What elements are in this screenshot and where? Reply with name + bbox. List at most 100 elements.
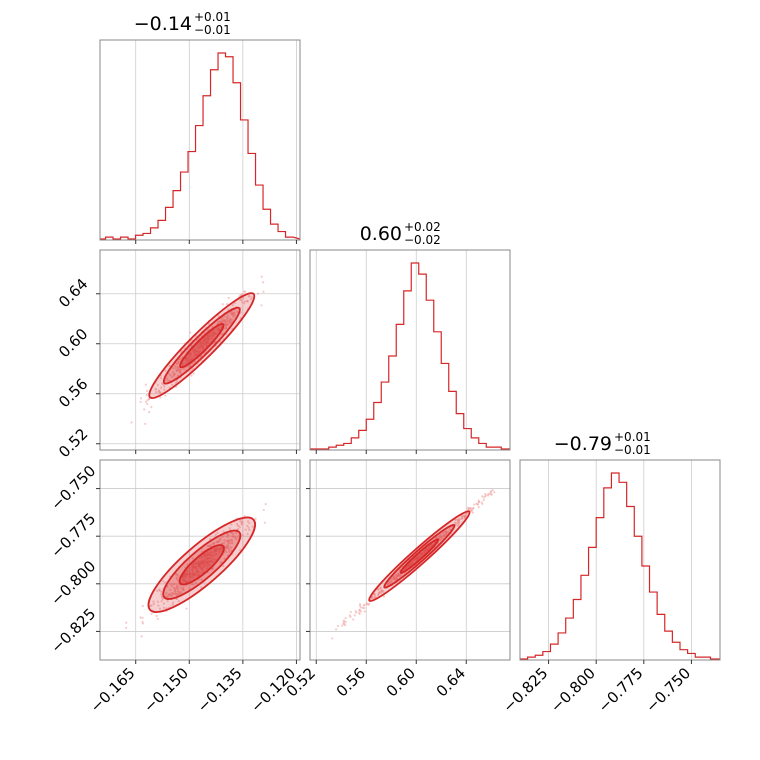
panel-p1-vs-p3-point: [254, 517, 257, 520]
panel-p1-vs-p3-point: [125, 621, 128, 624]
panel-p2-vs-p3-point: [394, 573, 398, 577]
panel-p1-vs-p3-point: [235, 531, 238, 534]
panel-p1-vs-p3-point: [171, 592, 174, 595]
panel-p1-vs-p2-contour-1: [148, 292, 256, 399]
panel-p1-vs-p3-point: [192, 583, 195, 586]
panel-p1-vs-p3-point: [210, 543, 213, 546]
panel-p1-vs-p3-point: [223, 539, 226, 542]
panel-p1-vs-p2-point: [187, 356, 190, 359]
panel-p1-vs-p2-point: [192, 372, 195, 375]
panel-p1-vs-p2-point: [242, 296, 245, 299]
panel-p1-vs-p3-point: [176, 577, 179, 581]
panel-p1-vs-p3-point: [235, 537, 238, 541]
panel-p1-vs-p2-point: [260, 304, 263, 307]
panel-p2-vs-p3-xtick-label-3: 0.64: [433, 664, 469, 700]
panel-p1-vs-p2-point: [185, 359, 188, 362]
panel-p2-vs-p3-point: [426, 548, 429, 552]
hist-p3-title-median: −0.79: [554, 433, 612, 455]
panel-p2-vs-p3-point: [417, 554, 420, 557]
panel-p1-vs-p3-point: [216, 531, 219, 534]
panel-p1-vs-p3-point: [248, 521, 251, 525]
panel-p1-vs-p2-point: [260, 275, 263, 278]
panel-p1-vs-p3-point: [222, 530, 225, 533]
panel-p1-vs-p3-point: [213, 558, 216, 562]
panel-p1-vs-p2-point: [262, 290, 265, 293]
panel-p1-vs-p3-point: [192, 573, 195, 577]
panel-p1-vs-p3-point: [141, 604, 144, 608]
panel-p2-vs-p3-point: [416, 556, 419, 560]
panel-p1-vs-p3-point: [183, 579, 187, 582]
panel-p1-vs-p3-point: [174, 592, 177, 595]
panel-p1-vs-p3-point: [176, 573, 179, 577]
panel-p1-vs-p3-point: [205, 567, 208, 570]
panel-p1-vs-p2-point: [227, 316, 230, 319]
panel-p1-vs-p3-point: [165, 592, 168, 595]
panel-p1-vs-p2-point: [198, 350, 201, 354]
panel-p1-vs-p2-point: [202, 338, 205, 341]
panel-p1-vs-p2-point: [190, 339, 194, 342]
panel-p1-vs-p2-point: [236, 310, 239, 314]
panel-p1-vs-p3-point: [197, 560, 201, 563]
panel-p2-vs-p3-point: [429, 546, 432, 549]
panel-p1-vs-p3-point: [240, 520, 243, 524]
panel-p1-vs-p3-point: [202, 564, 205, 567]
panel-p1-vs-p3-point: [209, 551, 213, 554]
panel-p1-vs-p3-point: [247, 526, 250, 530]
panel-p1-vs-p2-point: [226, 308, 230, 311]
panel-p1-vs-p2-point: [188, 352, 191, 355]
panel-p1-vs-p3-point: [221, 542, 224, 545]
panel-p1-vs-p3-point: [160, 593, 163, 596]
panel-p1-vs-p2-point: [225, 316, 228, 319]
panel-p1-vs-p2-point: [221, 318, 224, 322]
panel-p2-vs-p3-point: [443, 535, 446, 538]
panel-p1-vs-p2-point: [243, 290, 246, 293]
panel-p1-vs-p3-point: [191, 564, 195, 568]
panel-p1-vs-p3-ytick-label-3: −0.750: [47, 462, 99, 514]
panel-p2-vs-p3-contour-3: [399, 538, 440, 574]
hist-p3-xtick-label-0: −0.825: [499, 664, 551, 716]
panel-p1-vs-p3-point: [251, 525, 254, 528]
panel-p1-vs-p2-point: [197, 342, 200, 346]
panel-p1-vs-p2-point: [233, 311, 236, 314]
panel-p1-vs-p3-point: [233, 535, 236, 538]
panel-p1-vs-p2-point: [226, 323, 229, 326]
panel-p1-vs-p3-point: [231, 535, 234, 538]
panel-p1-vs-p2-point: [174, 367, 177, 370]
panel-p1-vs-p3-point: [173, 586, 176, 589]
panel-p1-vs-p3-point: [230, 523, 233, 526]
panel-p2-vs-p3-point: [471, 509, 474, 512]
panel-p1-vs-p2-point: [139, 400, 142, 404]
panel-p2-vs-p3-point: [334, 628, 338, 631]
panel-p2-vs-p3-point: [489, 490, 493, 493]
panel-p1-vs-p2-point: [156, 383, 160, 387]
panel-p1-vs-p3-point: [191, 568, 194, 571]
panel-p1-vs-p3-point: [193, 566, 196, 569]
panel-p1-vs-p3-point: [229, 541, 232, 545]
panel-p1-vs-p2-point: [193, 351, 196, 355]
panel-p1-vs-p2-point: [177, 368, 180, 371]
panel-p2-vs-p3-point: [363, 610, 366, 613]
panel-p1-vs-p2-point: [196, 347, 200, 350]
panel-p2-vs-p3-point: [458, 520, 461, 523]
panel-p1-vs-p2-point: [143, 408, 146, 411]
panel-p2-vs-p3-point: [410, 562, 414, 565]
panel-p1-vs-p3-point: [157, 604, 160, 607]
panel-p1-vs-p3-point: [171, 603, 174, 606]
hist-p2-frame: [309, 249, 511, 451]
panel-p1-vs-p2-point: [243, 302, 246, 305]
panel-p1-vs-p2-point: [167, 379, 170, 382]
panel-p1-vs-p3-point: [167, 593, 170, 596]
hist-p2-bg: [310, 250, 510, 450]
panel-p2-vs-p3-point: [434, 536, 438, 539]
panel-p1-vs-p3-point: [170, 584, 174, 588]
panel-p1-vs-p3-point: [219, 561, 223, 564]
panel-p2-vs-p3-point: [342, 619, 346, 622]
panel-p1-vs-p3-point: [178, 592, 181, 595]
panel-p1-vs-p3-point: [208, 563, 211, 566]
panel-p1-vs-p3-point: [189, 575, 192, 579]
panel-p1-vs-p2-point: [230, 318, 233, 321]
panel-p1-vs-p2-point: [164, 369, 167, 372]
hist-p2-step-line: [310, 262, 510, 450]
panel-p1-vs-p3-bg: [100, 460, 300, 660]
panel-p2-vs-p3-point: [380, 589, 383, 592]
